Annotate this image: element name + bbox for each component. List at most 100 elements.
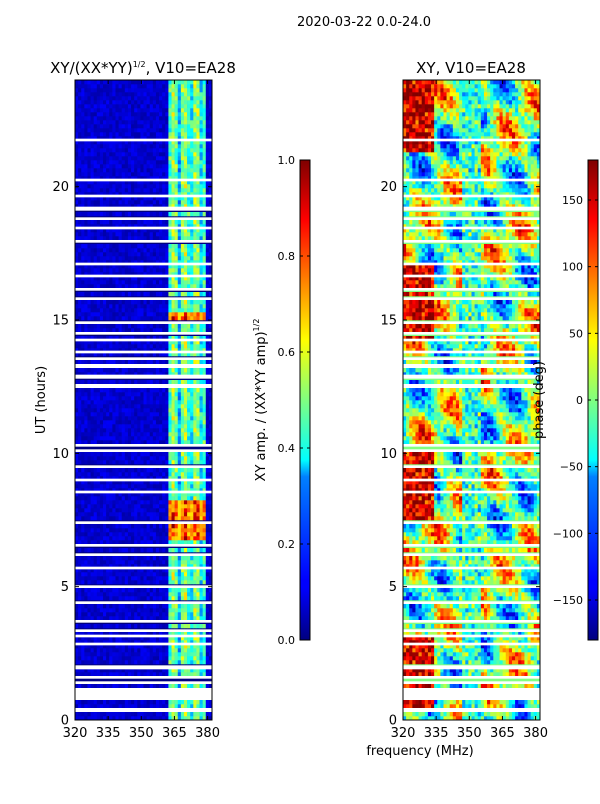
amplitude-cell: [177, 200, 182, 205]
amplitude-cell: [146, 304, 151, 309]
amplitude-cell: [121, 504, 126, 509]
amplitude-cell: [208, 372, 212, 377]
amplitude-cell: [118, 652, 122, 657]
amplitude-cell: [93, 608, 98, 613]
amplitude-cell: [112, 248, 116, 253]
amplitude-cell: [90, 500, 94, 505]
amplitude-cell: [96, 504, 101, 509]
amplitude-cell: [96, 648, 101, 653]
amplitude-cell: [124, 352, 129, 357]
amplitude-cell: [140, 536, 144, 541]
amplitude-cell: [84, 204, 88, 209]
amplitude-cell: [187, 456, 191, 461]
amplitude-cell: [124, 496, 129, 501]
amplitude-cell: [109, 660, 113, 665]
amplitude-cell: [134, 164, 138, 169]
amplitude-cell: [162, 408, 166, 413]
amplitude-cell: [90, 192, 94, 197]
amplitude-cell: [155, 624, 160, 629]
amplitude-cell: [177, 536, 182, 541]
amplitude-cell: [208, 392, 212, 397]
amplitude-cell: [168, 480, 172, 485]
amplitude-cell: [159, 252, 163, 257]
amplitude-cell: [168, 640, 172, 645]
amplitude-cell: [103, 192, 107, 197]
amplitude-cell: [187, 396, 191, 401]
amplitude-cell: [180, 316, 185, 321]
amplitude-cell: [174, 244, 179, 249]
amplitude-cell: [196, 424, 200, 429]
amplitude-cell: [202, 424, 207, 429]
amplitude-cell: [187, 388, 191, 393]
amplitude-cell: [87, 212, 91, 217]
amplitude-cell: [99, 256, 104, 261]
amplitude-cell: [112, 236, 116, 241]
amplitude-cell: [143, 532, 147, 537]
amplitude-cell: [118, 500, 122, 505]
amplitude-cell: [143, 328, 147, 333]
amplitude-cell: [174, 640, 179, 645]
amplitude-cell: [149, 196, 154, 201]
amplitude-cell: [109, 152, 113, 157]
amplitude-cell: [208, 268, 212, 273]
amplitude-cell: [146, 268, 151, 273]
amplitude-cell: [187, 488, 191, 493]
amplitude-cell: [87, 348, 91, 353]
amplitude-cell: [152, 200, 157, 205]
amplitude-cell: [155, 704, 160, 709]
amplitude-cell: [187, 172, 191, 177]
amplitude-cell: [149, 328, 154, 333]
amplitude-cell: [87, 196, 91, 201]
amplitude-cell: [115, 440, 119, 445]
amplitude-cell: [199, 436, 203, 441]
amplitude-cell: [205, 420, 210, 425]
amplitude-cell: [202, 268, 207, 273]
amplitude-cell: [159, 496, 163, 501]
amplitude-cell: [171, 560, 175, 565]
amplitude-cell: [205, 380, 210, 385]
amplitude-cell: [118, 416, 122, 421]
amplitude-cell: [149, 268, 154, 273]
amplitude-cell: [84, 400, 88, 405]
amplitude-cell: [84, 304, 88, 309]
amplitude-cell: [124, 684, 129, 689]
amplitude-cell: [183, 704, 188, 709]
amplitude-cell: [159, 316, 163, 321]
amplitude-cell: [90, 604, 94, 609]
amplitude-cell: [115, 232, 119, 237]
amplitude-cell: [90, 184, 94, 189]
amplitude-cell: [115, 248, 119, 253]
amplitude-cell: [140, 480, 144, 485]
amplitude-cell: [93, 340, 98, 345]
amplitude-cell: [190, 576, 194, 581]
amplitude-cell: [137, 640, 141, 645]
amplitude-cell: [75, 540, 79, 545]
amplitude-cell: [127, 524, 132, 529]
amplitude-cell: [171, 652, 175, 657]
amplitude-cell: [146, 476, 151, 481]
amplitude-cell: [180, 304, 185, 309]
amplitude-cell: [202, 232, 207, 237]
amplitude-cell: [75, 632, 79, 637]
amplitude-cell: [155, 312, 160, 317]
amplitude-cell: [155, 224, 160, 229]
amplitude-cell: [180, 640, 185, 645]
amplitude-cell: [81, 468, 85, 473]
amplitude-cell: [106, 168, 110, 173]
amplitude-cell: [140, 608, 144, 613]
amplitude-cell: [202, 308, 207, 313]
amplitude-cell: [146, 368, 151, 373]
amplitude-cell: [149, 564, 154, 569]
amplitude-cell: [118, 220, 122, 225]
amplitude-cell: [190, 168, 194, 173]
amplitude-cell: [162, 284, 166, 289]
amplitude-cell: [183, 336, 188, 341]
amplitude-cell: [140, 564, 144, 569]
amplitude-cell: [143, 644, 147, 649]
amplitude-cell: [87, 672, 91, 677]
amplitude-cell: [134, 280, 138, 285]
amplitude-cell: [81, 244, 85, 249]
amplitude-cell: [75, 284, 79, 289]
amplitude-cell: [143, 368, 147, 373]
amplitude-cell: [87, 160, 91, 165]
